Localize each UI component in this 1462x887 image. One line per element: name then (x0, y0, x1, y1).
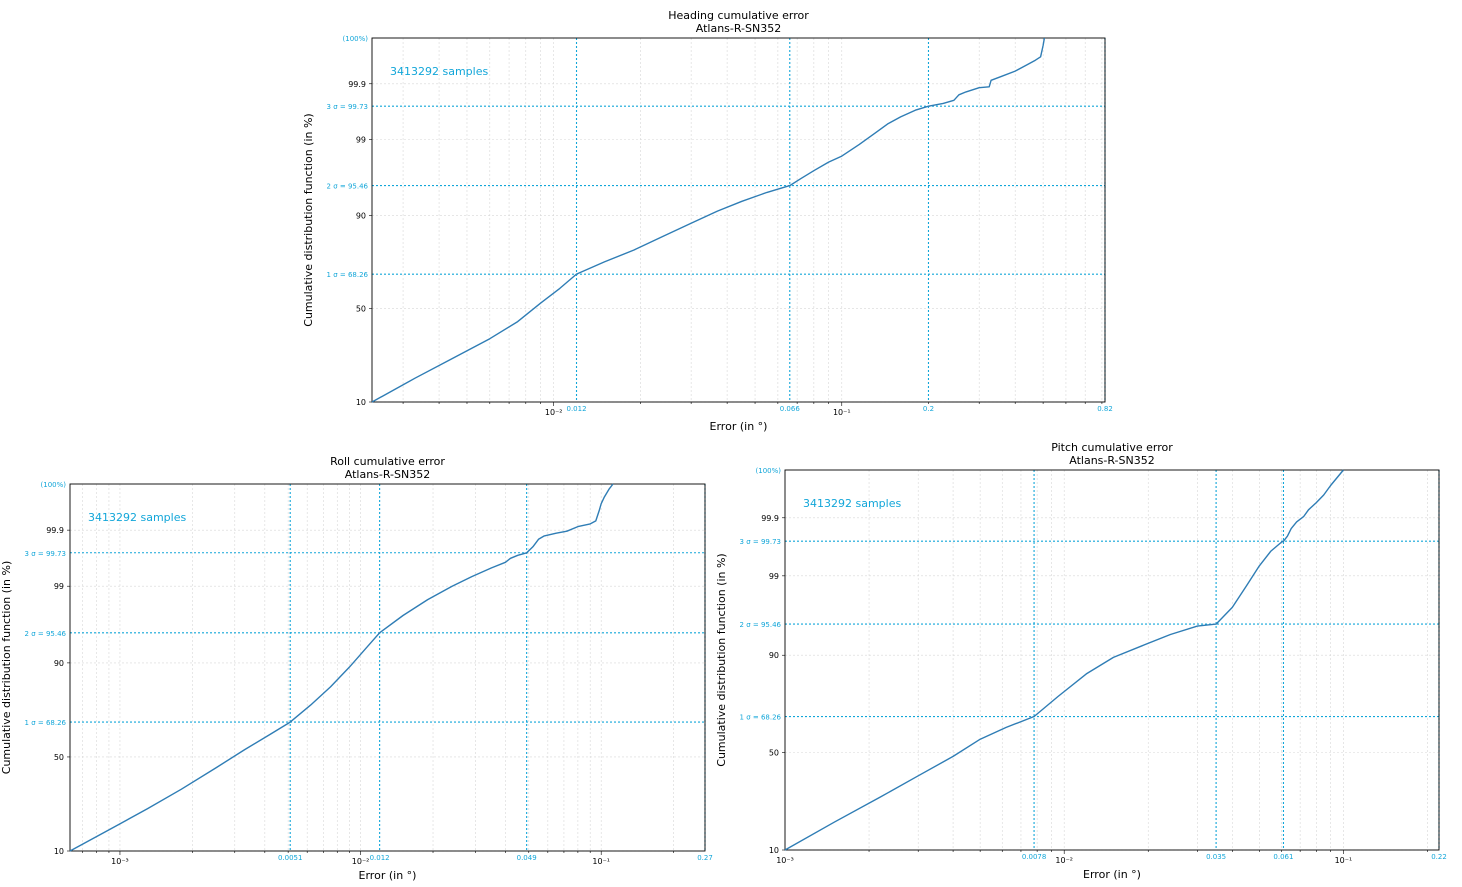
pitch-x-marker-label: 0.0078 (1022, 853, 1047, 861)
pitch-cdf-curve (784, 469, 1344, 851)
roll-x-marker-label: 0.012 (370, 854, 390, 862)
pitch-x-tick-label: 10⁻² (1055, 856, 1073, 865)
heading-x-marker-label: 0.066 (780, 405, 801, 413)
roll-cdf-curve (69, 483, 614, 852)
pitch-plot-frame (784, 469, 1440, 851)
pitch-y-tick-label: 99.9 (761, 514, 779, 523)
pitch-x-axis-label: Error (in °) (1083, 868, 1141, 881)
heading-x-marker-label: 0.2 (923, 405, 934, 413)
heading-top-label: (100%) (343, 35, 369, 43)
pitch-y-tick-label: 50 (769, 749, 779, 758)
roll-y-tick-label: 99.9 (46, 526, 64, 535)
pitch-chart: 10 50 90 99 99.9 10⁻³ 10⁻² 10⁻¹ 1 σ = 68.26 2 σ =… (715, 441, 1447, 881)
heading-chart: 10 50 90 99 99.9 10⁻² 10⁻¹ 1 σ = 68.26 2 σ = 95.… (302, 9, 1113, 433)
roll-x-tick-label: 10⁻¹ (592, 857, 610, 866)
pitch-x-marker-label: 0.22 (1431, 853, 1447, 861)
pitch-sigma-label: 2 σ = 95.46 (740, 621, 782, 629)
heading-y-tick-label: 50 (356, 305, 366, 314)
heading-sigma-label: 3 σ = 99.73 (327, 103, 368, 111)
roll-y-tick-label: 10 (54, 847, 64, 856)
heading-x-axis-label: Error (in °) (710, 420, 768, 433)
roll-top-label: (100%) (41, 481, 67, 489)
roll-subtitle: Atlans-R-SN352 (345, 468, 431, 481)
pitch-y-tick-label: 99 (769, 572, 779, 581)
pitch-sigma-label: 3 σ = 99.73 (740, 538, 781, 546)
pitch-y-tick-label: 10 (769, 846, 779, 855)
pitch-x-marker-label: 0.061 (1273, 853, 1293, 861)
heading-cdf-curve (371, 37, 1046, 403)
roll-sigma-label: 3 σ = 99.73 (25, 550, 66, 558)
roll-plot-frame (69, 483, 706, 852)
heading-sigma-label: 1 σ = 68.26 (327, 271, 369, 279)
heading-x-marker-label: 0.012 (566, 405, 586, 413)
roll-x-marker-label: 0.27 (697, 854, 713, 862)
pitch-x-tick-label: 10⁻³ (776, 856, 794, 865)
heading-y-tick-label: 99 (356, 135, 366, 144)
heading-title: Heading cumulative error (668, 9, 809, 22)
roll-y-axis-label: Cumulative distribution function (in %) (0, 561, 13, 774)
heading-x-marker-label: 0.82 (1097, 405, 1113, 413)
pitch-y-tick-label: 90 (769, 651, 779, 660)
roll-y-tick-label: 50 (54, 753, 64, 762)
roll-x-marker-label: 0.049 (517, 854, 537, 862)
roll-sigma-label: 1 σ = 68.26 (25, 719, 67, 727)
pitch-title: Pitch cumulative error (1051, 441, 1173, 454)
roll-x-marker-label: 0.0051 (278, 854, 303, 862)
roll-x-tick-label: 10⁻² (352, 857, 370, 866)
roll-chart: 10 50 90 99 99.9 10⁻³ 10⁻² 10⁻¹ 1 σ = 68.26 2 σ =… (0, 455, 713, 882)
heading-y-tick-label: 99.9 (348, 80, 366, 89)
heading-plot-frame (371, 37, 1106, 403)
roll-y-tick-label: 99 (54, 582, 64, 591)
pitch-x-tick-label: 10⁻¹ (1335, 856, 1353, 865)
heading-sigma-label: 2 σ = 95.46 (327, 183, 369, 191)
roll-title: Roll cumulative error (330, 455, 445, 468)
roll-x-tick-label: 10⁻³ (111, 857, 129, 866)
heading-y-axis-label: Cumulative distribution function (in %) (302, 113, 315, 326)
heading-x-tick-label: 10⁻² (545, 408, 563, 417)
roll-sigma-label: 2 σ = 95.46 (25, 630, 67, 638)
roll-samples-label: 3413292 samples (88, 511, 186, 524)
pitch-y-axis-label: Cumulative distribution function (in %) (715, 553, 728, 766)
pitch-subtitle: Atlans-R-SN352 (1069, 454, 1155, 467)
pitch-samples-label: 3413292 samples (803, 497, 901, 510)
heading-subtitle: Atlans-R-SN352 (696, 22, 782, 35)
roll-x-axis-label: Error (in °) (359, 869, 417, 882)
pitch-x-marker-label: 0.035 (1206, 853, 1226, 861)
roll-y-tick-label: 90 (54, 659, 64, 668)
pitch-sigma-label: 1 σ = 68.26 (740, 714, 782, 722)
heading-y-tick-label: 90 (356, 211, 366, 220)
heading-samples-label: 3413292 samples (390, 65, 488, 78)
heading-x-tick-label: 10⁻¹ (833, 408, 851, 417)
heading-y-tick-label: 10 (356, 398, 366, 407)
pitch-top-label: (100%) (756, 467, 782, 475)
